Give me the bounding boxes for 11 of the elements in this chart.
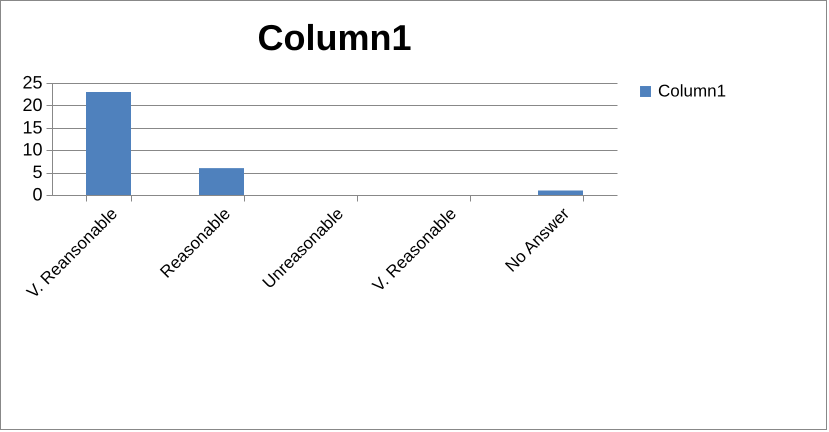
chart-title: Column1 [257, 17, 412, 58]
y-tick-label: 20 [22, 94, 42, 115]
bar [86, 92, 131, 195]
legend-label: Column1 [658, 82, 726, 100]
y-tick-label: 10 [22, 140, 42, 160]
y-tick-label: 0 [32, 184, 42, 204]
bar [538, 190, 583, 195]
y-tick-label: 15 [22, 117, 42, 138]
bar [199, 168, 244, 195]
y-tick-label: 5 [32, 162, 42, 182]
y-tick-label: 25 [22, 72, 42, 92]
